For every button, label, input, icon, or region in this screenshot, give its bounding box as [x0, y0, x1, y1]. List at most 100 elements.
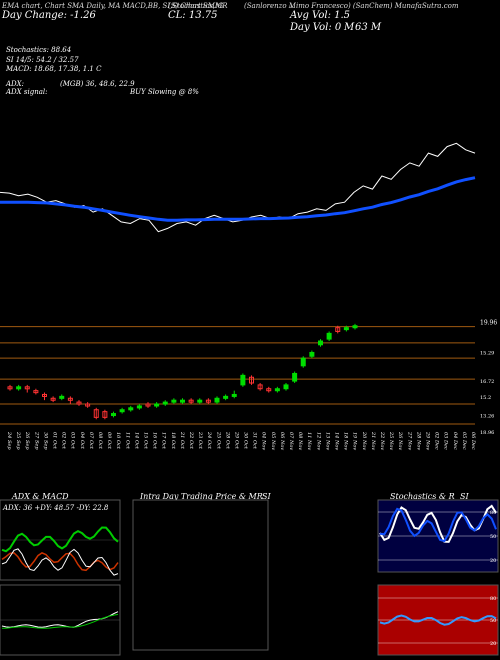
candle-body: [16, 386, 22, 390]
candle-body: [180, 399, 185, 403]
candle-body: [85, 403, 91, 407]
date-label: 15 Oct: [142, 432, 148, 450]
date-label: 27 Nov: [406, 431, 412, 450]
macd-line: [1, 611, 119, 628]
date-label: 31 Oct: [252, 432, 258, 450]
price-axis-label: 13.26: [480, 413, 494, 419]
adx-values: (MGB) 36, 48.6, 22.9: [60, 80, 135, 88]
date-label: 11 Oct: [124, 432, 130, 450]
date-label: 04 Dec: [452, 432, 458, 450]
candle-body: [188, 399, 194, 403]
date-label: 26 Nov: [397, 431, 403, 450]
si-value: SI 14/5: 54.2 / 32.57: [6, 56, 79, 64]
rsi-tick: 20: [490, 641, 496, 647]
day-change: Day Change: -1.26: [2, 10, 96, 21]
header-line1-c: (S) Chart SMIG: [168, 2, 224, 10]
date-label: 27 Sep: [33, 431, 39, 450]
date-label: 22 Oct: [188, 431, 194, 450]
candle-body: [292, 372, 298, 382]
candle-body: [102, 411, 108, 418]
intra-panel: [132, 499, 269, 651]
date-label: 03 Dec: [443, 432, 449, 450]
date-label: 20 Nov: [361, 431, 367, 450]
adx-panel-values: ADX: 36 +DY: 48.57 -DY: 22.8: [2, 504, 109, 512]
avg-vol: Avg Vol: 1.5: [290, 10, 351, 21]
date-label: 06 Nov: [279, 432, 285, 450]
stoch-panel-title: Stochastics & R: [390, 492, 455, 501]
date-label: 12 Nov: [315, 432, 321, 450]
date-label: 28 Nov: [415, 431, 421, 450]
date-label: 25 Oct: [215, 431, 221, 450]
candle-body: [197, 399, 203, 403]
price-axis-label: 15.2: [480, 395, 491, 401]
candle-body: [162, 401, 168, 405]
candle-body: [240, 374, 246, 386]
candle-body: [231, 393, 237, 397]
day-vol-unit: M: [344, 22, 355, 33]
date-label: 05 Dec: [461, 432, 467, 450]
header-line1: EMA chart, Chart SMA Daily, MA MACD,BB, …: [2, 2, 228, 10]
candle-body: [223, 395, 229, 399]
date-label: 25 Nov: [388, 431, 394, 450]
rsi-tick: 50: [490, 618, 496, 624]
stoch-tick: 50: [490, 534, 496, 540]
date-label: 18 Nov: [343, 432, 349, 450]
date-label: 13 Nov: [324, 432, 330, 450]
date-label: 23 Oct: [197, 431, 203, 450]
candle-body: [33, 390, 39, 394]
plus-di-line: [1, 526, 119, 553]
candle-body: [214, 397, 220, 403]
candle-body: [93, 409, 99, 418]
date-label: 30 Oct: [243, 432, 249, 450]
rsi-tick: 80: [490, 596, 496, 602]
date-label: 04 Oct: [79, 432, 85, 450]
date-label: 01 Oct: [51, 432, 57, 450]
price-axis-label: 18.96: [480, 430, 494, 436]
header-line1-a-wrap: (Sanlorenzo Mimo Francesco) (SanChem) Mu…: [244, 2, 458, 10]
date-label: 30 Sep: [42, 432, 48, 450]
ema-line: [0, 176, 476, 222]
date-label: 24 Sep: [6, 431, 12, 450]
intra-panel-title: Intra Day Trading Price & MR: [140, 492, 263, 501]
date-label: 17 Oct: [161, 432, 167, 450]
candle-body: [257, 384, 263, 390]
date-label: 29 Nov: [425, 431, 431, 450]
candle-body: [154, 403, 160, 407]
date-label: 03 Oct: [70, 432, 76, 450]
stoch-tick: 20: [490, 558, 496, 564]
date-label: 07 Nov: [288, 432, 294, 450]
date-label: 22 Nov: [379, 431, 385, 450]
candle-body: [266, 388, 272, 392]
candle-body: [171, 399, 177, 403]
close-value: CL: 13.75: [168, 10, 218, 21]
candle-body: [343, 327, 349, 331]
main-chart: 19.96 15.29 16.72 15.2 13.26 18.96 24 Sep 25 Se…: [0, 142, 497, 450]
date-label: 04 Nov: [261, 432, 267, 450]
price-axis-label: 16.72: [480, 379, 494, 385]
date-label: 29 Oct: [233, 431, 239, 450]
candle-body: [111, 413, 116, 417]
candle-body: [326, 332, 332, 340]
price-axis-label: 19.96: [480, 320, 497, 327]
date-label: 09 Oct: [106, 432, 112, 450]
stochastics-value: Stochastics: 88.64: [6, 46, 72, 54]
candle-body: [50, 397, 56, 401]
date-label: 24 Oct: [206, 431, 212, 450]
date-label: 19 Nov: [352, 432, 358, 450]
date-label: 16 Oct: [152, 432, 158, 450]
avg-vol-unit: 63 M: [355, 22, 382, 33]
buy-signal: BUY Slowing @ 8%: [130, 88, 199, 96]
intra-panel-si: SI: [262, 492, 271, 501]
candle-body: [249, 376, 254, 384]
candle-body: [42, 393, 47, 397]
candle-body: [76, 401, 82, 405]
candle-body: [300, 357, 306, 367]
date-label: 07 Oct: [88, 432, 94, 450]
adx-panel-title: ADX & MACD: [12, 492, 69, 501]
day-vol: Day Vol: 0: [290, 22, 342, 33]
candle-body: [335, 327, 341, 332]
date-label: 14 Nov: [334, 432, 340, 450]
adx-label: ADX:: [6, 80, 25, 88]
header-line1-c-wrap: (S) Chart SMIG: [168, 2, 223, 10]
